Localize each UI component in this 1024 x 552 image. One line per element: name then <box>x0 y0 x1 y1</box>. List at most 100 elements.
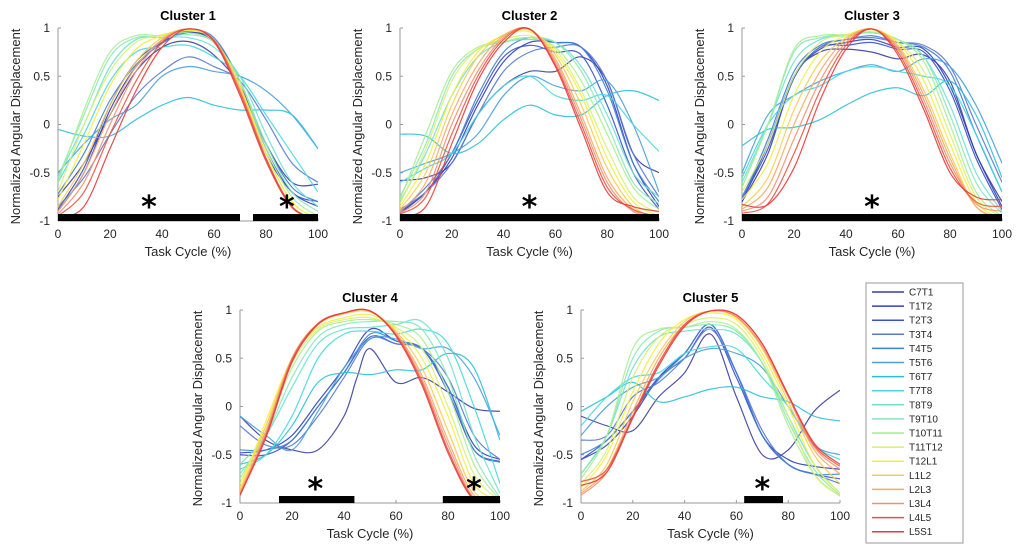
y-tick-label: 1 <box>43 21 50 35</box>
legend-item-t10t11: T10T11 <box>872 429 943 440</box>
series-line-t3t4 <box>58 56 318 207</box>
legend-label: L4L5 <box>909 513 932 524</box>
y-tick-label: -0.5 <box>211 448 232 462</box>
legend-label: T12L1 <box>909 457 938 468</box>
legend-box <box>865 282 964 544</box>
x-tick-label: 80 <box>782 509 796 523</box>
legend-label: T7T8 <box>909 386 933 397</box>
series-line-t11t12 <box>742 29 1002 218</box>
series-line-t7t8 <box>240 328 500 484</box>
significance-star: * <box>754 472 770 507</box>
x-tick-label: 40 <box>155 227 169 241</box>
significance-star: * <box>308 472 324 507</box>
panel-title: Cluster 5 <box>683 290 739 305</box>
legend-item-t2t3: T2T3 <box>872 316 933 327</box>
series-line-t2t3 <box>400 44 659 212</box>
series-line-t2t3 <box>58 31 318 210</box>
x-axis-label: Task Cycle (%) <box>829 244 916 259</box>
y-tick-label: 0 <box>385 118 392 132</box>
series-line-t8t9 <box>581 328 840 494</box>
series-line-t9t10 <box>58 34 318 212</box>
legend-label: T11T12 <box>909 443 943 454</box>
significance-bar <box>400 214 659 221</box>
legend-label: T1T2 <box>909 302 933 313</box>
legend-item-l1l2: L1L2 <box>872 471 932 482</box>
series-line-t11t12 <box>400 34 659 214</box>
legend-item-t8t9: T8T9 <box>872 400 933 411</box>
y-tick-label: -0.5 <box>29 166 50 180</box>
series-line-t2t3 <box>240 335 500 463</box>
panel-cluster-2: 0 20 40 60 80 100 -1 -0.5 0 0.5 1 Cluster 2 Task Cyc… <box>350 8 669 259</box>
x-tick-label: 60 <box>891 227 905 241</box>
series-line-t12l1 <box>581 312 840 494</box>
y-tick-label: -0.5 <box>371 166 392 180</box>
x-tick-label: 20 <box>445 227 459 241</box>
panel-cluster-4: 0 20 40 60 80 100 -1 -0.5 0 0.5 1 Cluster 4 Task Cyc… <box>190 290 510 541</box>
y-tick-label: 0.5 <box>33 69 50 83</box>
series-line-t7t8 <box>58 44 318 193</box>
x-tick-label: 100 <box>992 227 1012 241</box>
series-line-t5t6 <box>742 58 1002 173</box>
x-axis-label: Task Cycle (%) <box>327 526 414 541</box>
series-line-t12l1 <box>58 29 318 220</box>
series-line-l5s1 <box>400 27 659 217</box>
legend-item-t7t8: T7T8 <box>872 386 933 397</box>
x-tick-label: 0 <box>739 227 746 241</box>
legend-item-l2l3: L2L3 <box>872 485 932 496</box>
x-tick-label: 20 <box>285 509 299 523</box>
legend-label: T8T9 <box>909 400 933 411</box>
x-tick-label: 20 <box>103 227 117 241</box>
series-line-t4t5 <box>240 332 500 464</box>
series-line-t6t7 <box>400 89 659 155</box>
x-tick-label: 80 <box>441 509 455 523</box>
y-tick-label: 1 <box>727 21 734 35</box>
legend-label: L3L4 <box>909 499 932 510</box>
series-line-t10t11 <box>58 32 318 217</box>
y-axis-label: Normalized Angular Displacement <box>190 310 205 506</box>
legend-label: T4T5 <box>909 344 933 355</box>
significance-bar <box>58 214 240 221</box>
x-tick-label: 20 <box>787 227 801 241</box>
x-tick-label: 40 <box>337 509 351 523</box>
x-tick-label: 0 <box>55 227 62 241</box>
x-tick-label: 0 <box>397 227 404 241</box>
y-tick-label: 1 <box>225 303 232 317</box>
y-tick-label: -1 <box>221 496 232 510</box>
y-tick-label: -0.5 <box>713 166 734 180</box>
panel-title: Cluster 3 <box>844 8 900 23</box>
y-axis-label: Normalized Angular Displacement <box>350 28 365 224</box>
series-line-t12l1 <box>240 313 500 502</box>
significance-star: * <box>466 472 482 507</box>
series-group <box>58 28 318 220</box>
series-line-l5s1 <box>742 28 1002 208</box>
legend-label: C7T1 <box>909 288 934 299</box>
y-tick-label: 0.5 <box>556 351 573 365</box>
x-tick-label: 40 <box>678 509 692 523</box>
y-tick-label: 0.5 <box>375 69 392 83</box>
y-tick-label: -0.5 <box>552 448 573 462</box>
series-group <box>400 26 659 220</box>
series-line-l1l2 <box>400 28 659 219</box>
legend: C7T1 T1T2 T2T3 T3T4 T4T5 T5T6 T6T7 T7T8 T8T9 T9T1… <box>865 282 964 544</box>
series-line-t9t10 <box>240 320 500 499</box>
legend-item-t9t10: T9T10 <box>872 414 938 425</box>
y-tick-label: 0 <box>727 118 734 132</box>
series-line-t6t7 <box>240 352 500 465</box>
significance-bar <box>253 214 318 221</box>
x-tick-label: 100 <box>649 227 669 241</box>
y-axis-label: Normalized Angular Displacement <box>8 28 23 224</box>
series-line-t7t8 <box>742 65 1002 193</box>
x-tick-label: 60 <box>730 509 744 523</box>
series-line-t10t11 <box>240 318 500 501</box>
series-line-t8t9 <box>400 38 659 202</box>
significance-star: * <box>279 190 295 225</box>
x-tick-label: 0 <box>578 509 585 523</box>
y-tick-label: -1 <box>723 214 734 228</box>
series-line-t8t9 <box>58 36 318 207</box>
y-tick-label: 0 <box>566 400 573 414</box>
y-tick-label: 0 <box>43 118 50 132</box>
x-axis-label: Task Cycle (%) <box>145 244 232 259</box>
series-line-c7t1 <box>240 348 500 454</box>
legend-item-t11t12: T11T12 <box>872 443 943 454</box>
